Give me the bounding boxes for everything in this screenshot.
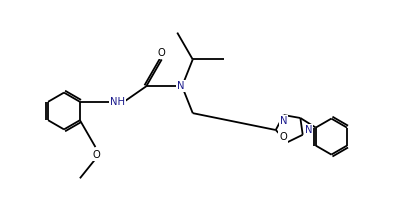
Text: O: O <box>279 132 287 142</box>
Text: N: N <box>279 117 287 127</box>
Text: O: O <box>92 150 100 160</box>
Text: N: N <box>305 125 312 135</box>
Text: N: N <box>178 81 185 91</box>
Text: NH: NH <box>110 97 125 107</box>
Text: O: O <box>158 48 166 58</box>
